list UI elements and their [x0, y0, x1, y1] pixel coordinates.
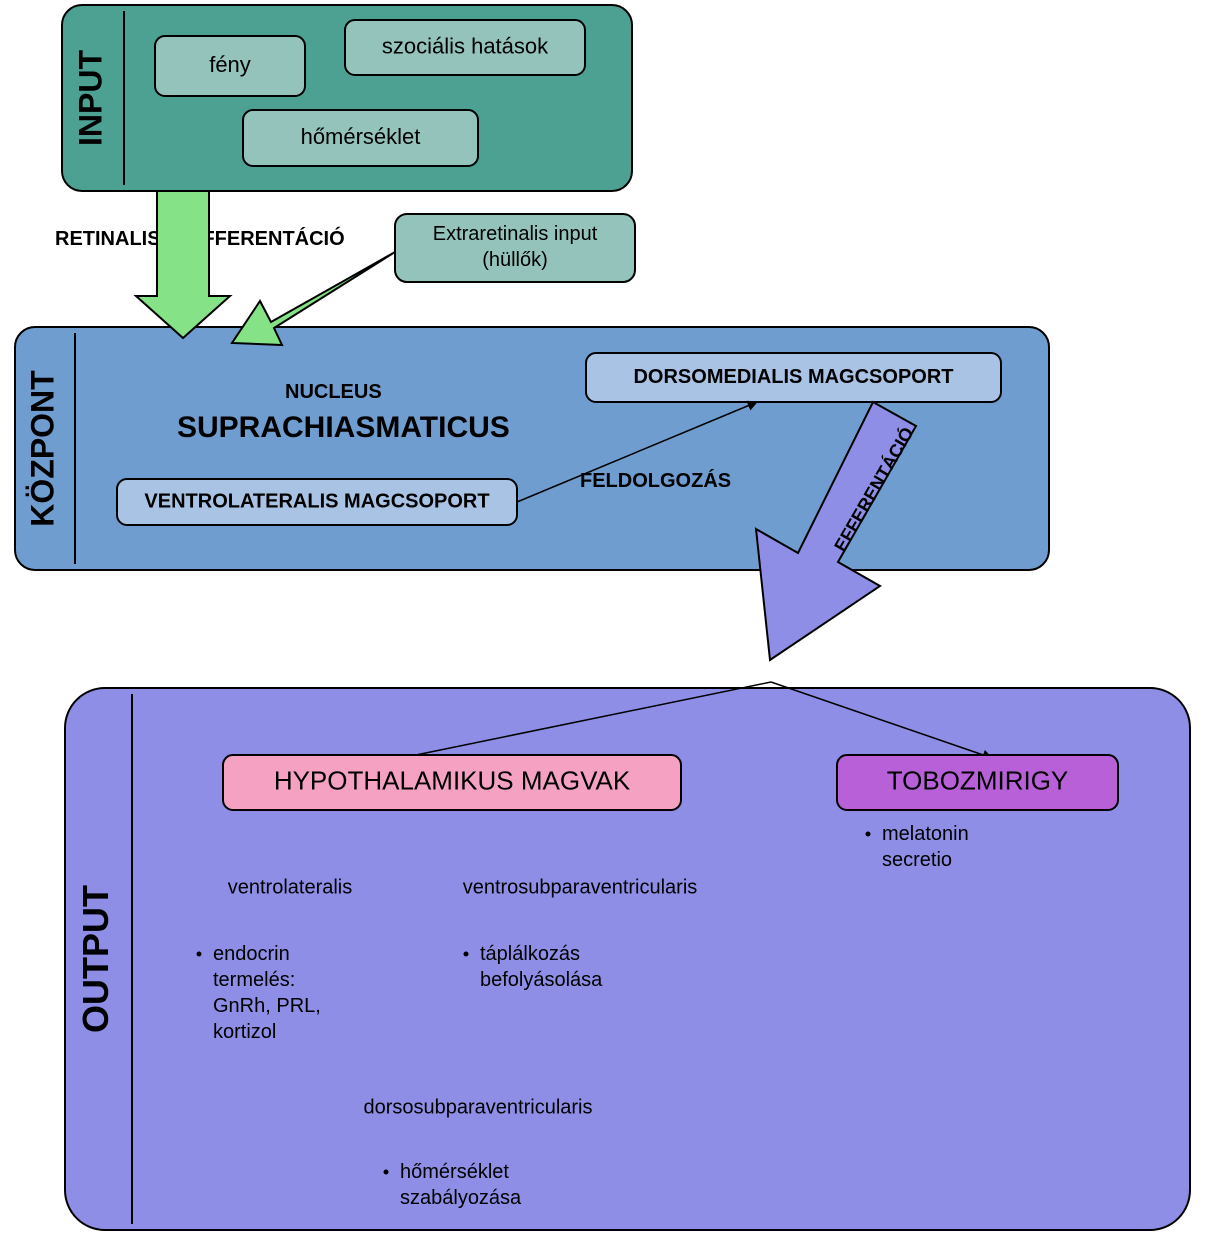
- tob-bullet-1: melatonin: [882, 823, 969, 845]
- extraretinal-line1: Extraretinalis input: [433, 223, 598, 245]
- nucleus-small: NUCLEUS: [285, 381, 382, 403]
- input-box-label-2: hőmérséklet: [301, 124, 421, 149]
- input-box-label-0: fény: [209, 52, 251, 77]
- nucleus-big: SUPRACHIASMATICUS: [177, 411, 510, 444]
- output-panel-label: OUTPUT: [75, 885, 116, 1033]
- hypothalamic-label: HYPOTHALAMIKUS MAGVAK: [274, 765, 631, 795]
- cloud-bullet-dot-1: [464, 952, 469, 957]
- cloud-bullet-0-1: termelés:: [213, 969, 295, 991]
- cloud-bullet-1-1: befolyásolása: [480, 969, 603, 991]
- cloud-bullet-0-2: GnRh, PRL,: [213, 995, 321, 1017]
- processing-label: FELDOLGOZÁS: [580, 469, 731, 492]
- cloud-bullet-dot-0: [197, 952, 202, 957]
- afferent-label-left: RETINALIS: [55, 228, 161, 250]
- input-panel-label: INPUT: [72, 50, 108, 146]
- cloud-bullet-0-0: endocrin: [213, 943, 290, 965]
- cloud-bullet-dot-2: [384, 1170, 389, 1175]
- dorsomed-label: DORSOMEDIALIS MAGCSOPORT: [633, 366, 953, 388]
- tob-bullet-2: secretio: [882, 849, 952, 871]
- cloud-label-1: ventrosubparaventricularis: [463, 876, 698, 898]
- tobozmirigy-label: TOBOZMIRIGY: [887, 765, 1069, 795]
- cloud-bullet-0-3: kortizol: [213, 1021, 276, 1043]
- input-box-label-1: szociális hatások: [382, 33, 549, 58]
- cloud-label-2: dorsosubparaventricularis: [363, 1096, 592, 1118]
- extraretinal-line2: (hüllők): [482, 249, 548, 271]
- cloud-bullet-2-0: hőmérséklet: [400, 1161, 509, 1183]
- cloud-bullet-1-0: táplálkozás: [480, 943, 580, 965]
- afferent-main-arrow: [136, 191, 230, 338]
- ventrolat-label: VENTROLATERALIS MAGCSOPORT: [144, 490, 489, 512]
- center-panel-label: KÖZPONT: [24, 370, 60, 527]
- tob-bullet-dot: [866, 832, 871, 837]
- cloud-label-0: ventrolateralis: [228, 876, 353, 898]
- cloud-bullet-2-1: szabályozása: [400, 1187, 522, 1209]
- afferent-label-right: AFFERENTÁCIÓ: [188, 226, 345, 250]
